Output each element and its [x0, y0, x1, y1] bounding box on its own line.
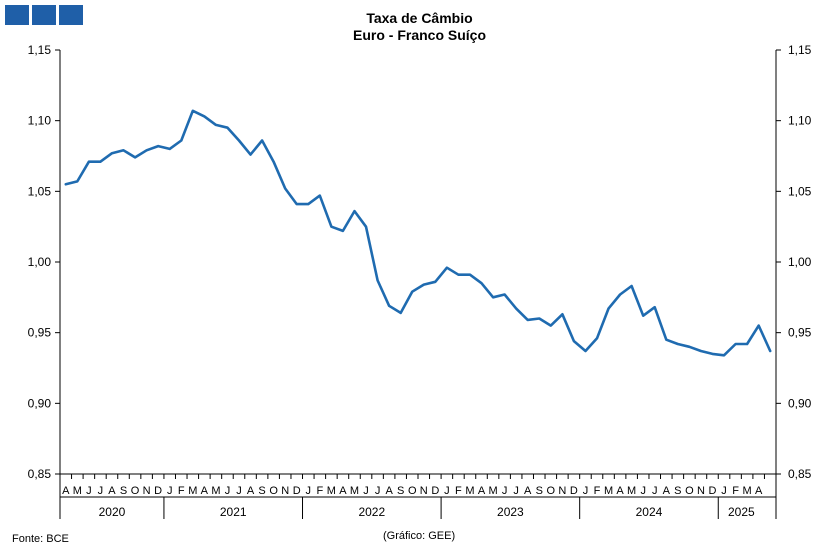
x-month-label: S [258, 485, 265, 497]
x-month-label: N [697, 485, 705, 497]
y-tick-label-left: 1,05 [28, 184, 52, 198]
x-year-label: 2020 [99, 505, 126, 519]
x-month-label: A [247, 485, 255, 497]
y-tick-label-right: 0,90 [788, 396, 812, 410]
x-month-label: A [755, 485, 763, 497]
x-month-label: M [488, 485, 497, 497]
x-month-label: J [375, 485, 381, 497]
chart-credit: (Gráfico: GEE) [383, 530, 456, 542]
x-month-label: M [211, 485, 220, 497]
x-month-label: J [444, 485, 450, 497]
x-month-label: J [652, 485, 658, 497]
source-note: Fonte: BCE [12, 533, 69, 545]
x-month-label: A [201, 485, 209, 497]
x-month-label: M [350, 485, 359, 497]
chart-title-line2: Euro - Franco Suíço [352, 27, 486, 43]
x-month-label: O [547, 485, 556, 497]
logo-block [32, 5, 56, 25]
y-tick-label-right: 1,00 [788, 255, 812, 269]
y-tick-label-left: 1,00 [28, 255, 52, 269]
y-tick-label-right: 1,15 [788, 43, 812, 57]
x-month-label: J [167, 485, 173, 497]
x-month-label: A [385, 485, 393, 497]
x-month-label: S [674, 485, 681, 497]
logo-block [5, 5, 29, 25]
chart-title-line1: Taxa de Câmbio [366, 10, 473, 26]
x-month-label: F [732, 485, 739, 497]
x-year-label: 2021 [220, 505, 247, 519]
x-month-label: J [363, 485, 369, 497]
x-month-label: N [558, 485, 566, 497]
x-month-label: A [339, 485, 347, 497]
y-tick-label-right: 1,05 [788, 184, 812, 198]
x-month-label: A [616, 485, 624, 497]
x-year-label: 2023 [497, 505, 524, 519]
x-month-label: J [225, 485, 231, 497]
x-month-label: N [281, 485, 289, 497]
x-year-label: 2022 [358, 505, 385, 519]
x-month-label: M [327, 485, 336, 497]
x-month-label: M [627, 485, 636, 497]
x-month-label: F [594, 485, 601, 497]
x-month-label: M [188, 485, 197, 497]
x-month-label: D [293, 485, 301, 497]
x-month-label: J [236, 485, 242, 497]
x-month-label: J [583, 485, 589, 497]
x-month-label: N [420, 485, 428, 497]
x-month-label: F [455, 485, 462, 497]
y-tick-label-right: 0,95 [788, 326, 812, 340]
logo-block [59, 5, 83, 25]
x-month-label: J [306, 485, 312, 497]
y-tick-label-left: 1,10 [28, 114, 52, 128]
x-month-label: O [408, 485, 417, 497]
y-tick-label-right: 0,85 [788, 467, 812, 481]
x-month-label: S [536, 485, 543, 497]
x-year-label: 2024 [636, 505, 663, 519]
x-month-label: D [570, 485, 578, 497]
x-month-label: D [431, 485, 439, 497]
x-month-label: J [502, 485, 508, 497]
y-tick-label-left: 0,85 [28, 467, 52, 481]
x-month-label: D [709, 485, 717, 497]
x-month-label: J [640, 485, 646, 497]
x-month-label: F [178, 485, 185, 497]
x-month-label: D [154, 485, 162, 497]
x-month-label: A [108, 485, 116, 497]
x-month-label: A [663, 485, 671, 497]
x-month-label: J [513, 485, 519, 497]
x-month-label: S [120, 485, 127, 497]
x-month-label: M [604, 485, 613, 497]
x-month-label: J [98, 485, 104, 497]
x-month-label: A [524, 485, 532, 497]
x-month-label: J [721, 485, 727, 497]
x-month-label: J [86, 485, 92, 497]
x-month-label: M [73, 485, 82, 497]
x-month-label: S [397, 485, 404, 497]
x-year-label: 2025 [728, 505, 755, 519]
x-month-label: O [269, 485, 278, 497]
x-month-label: A [62, 485, 70, 497]
chart-title: Taxa de Câmbio Euro - Franco Suíço [0, 10, 839, 44]
x-month-label: F [316, 485, 323, 497]
y-tick-label-left: 1,15 [28, 43, 52, 57]
y-tick-label-left: 0,95 [28, 326, 52, 340]
x-month-label: N [143, 485, 151, 497]
x-month-label: O [131, 485, 140, 497]
x-month-label: M [743, 485, 752, 497]
logo [5, 5, 83, 25]
y-tick-label-right: 1,10 [788, 114, 812, 128]
series-line [64, 109, 772, 357]
y-tick-label-left: 0,90 [28, 396, 52, 410]
x-month-label: M [465, 485, 474, 497]
x-month-label: O [685, 485, 694, 497]
x-month-label: A [478, 485, 486, 497]
